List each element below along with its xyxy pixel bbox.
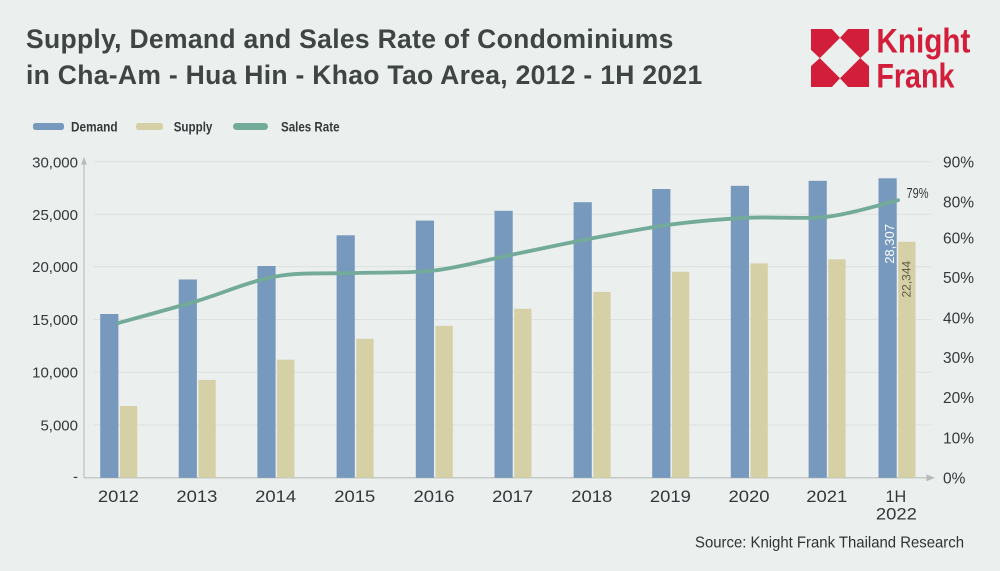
svg-text:28,307: 28,307 — [882, 224, 897, 264]
svg-text:0%: 0% — [943, 471, 966, 488]
svg-text:5,000: 5,000 — [40, 417, 78, 434]
svg-text:30,000: 30,000 — [32, 154, 78, 171]
svg-text:79%: 79% — [907, 186, 929, 202]
svg-text:2014: 2014 — [255, 488, 296, 506]
svg-text:2018: 2018 — [571, 488, 612, 506]
svg-text:1H: 1H — [885, 488, 906, 506]
svg-text:2016: 2016 — [414, 488, 455, 506]
svg-text:2019: 2019 — [650, 488, 691, 506]
svg-text:15,000: 15,000 — [32, 312, 78, 329]
svg-text:60%: 60% — [943, 230, 974, 247]
svg-text:2020: 2020 — [729, 488, 770, 506]
svg-text:30%: 30% — [943, 350, 974, 367]
svg-text:2021: 2021 — [806, 488, 847, 506]
svg-text:50%: 50% — [943, 270, 974, 287]
svg-text:20,000: 20,000 — [32, 259, 78, 276]
svg-text:25,000: 25,000 — [32, 207, 78, 224]
svg-text:Frank: Frank — [876, 57, 954, 95]
svg-text:80%: 80% — [943, 194, 974, 211]
svg-text:10,000: 10,000 — [32, 365, 78, 382]
svg-text:2012: 2012 — [98, 488, 139, 506]
svg-text:Supply: Supply — [174, 118, 213, 134]
svg-text:10%: 10% — [943, 431, 974, 448]
svg-text:22,344: 22,344 — [899, 260, 913, 297]
svg-text:Demand: Demand — [71, 118, 118, 134]
svg-text:Source: Knight Frank Thailand: Source: Knight Frank Thailand Research — [695, 535, 964, 552]
svg-text:20%: 20% — [943, 390, 974, 407]
svg-text:40%: 40% — [943, 310, 974, 327]
svg-text:2013: 2013 — [176, 488, 217, 506]
svg-text:2017: 2017 — [492, 488, 533, 506]
svg-text:Knight: Knight — [876, 22, 970, 60]
svg-text:-: - — [73, 469, 78, 486]
svg-text:2015: 2015 — [334, 488, 375, 506]
svg-text:2022: 2022 — [876, 506, 917, 524]
svg-text:Sales Rate: Sales Rate — [281, 118, 340, 134]
svg-text:90%: 90% — [943, 155, 974, 172]
